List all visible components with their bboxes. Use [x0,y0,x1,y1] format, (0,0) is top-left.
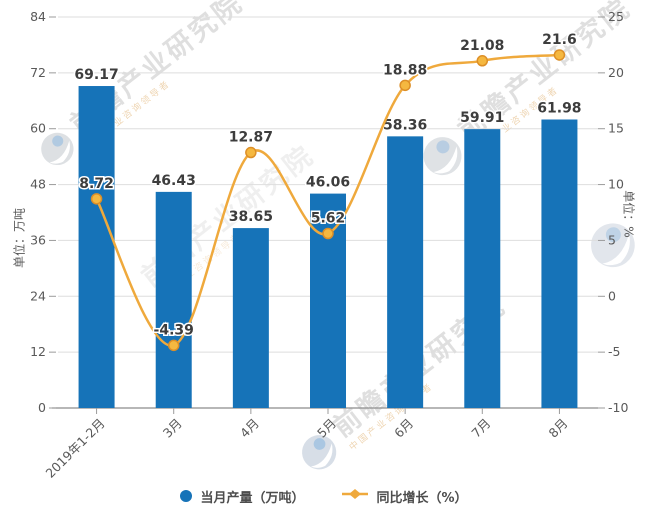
left-axis-title: 单位：万吨 [12,207,27,269]
x-axis-category-label: 6月 [391,416,416,441]
line-value-label: -4.39 [154,322,194,338]
left-axis-tick-label: 60 [30,121,46,136]
line-value-label: 18.88 [383,62,427,78]
x-axis-category-label: 2019年1-2月 [42,416,107,481]
bar-8月[interactable] [541,119,578,408]
bar-6月[interactable] [387,136,424,409]
line-point-3月[interactable] [167,339,180,352]
x-axis-category-label: 5月 [314,416,339,441]
legend: 当月产量（万吨） 同比增长（%） [0,486,648,506]
legend-item-growth[interactable]: 同比增长（%） [342,487,468,506]
left-axis-tick-label: 48 [30,177,46,192]
right-axis-tick-label: -5 [608,344,620,359]
left-axis-tick-label: 84 [30,9,46,24]
right-axis-tick-label: 0 [608,288,616,303]
line-point-2019年1-2月[interactable] [90,193,103,205]
bar-value-label: 59.91 [460,110,504,126]
bar-value-label: 69.17 [74,67,118,83]
bar-value-label: 46.06 [306,175,350,191]
bar-value-label: 58.36 [383,117,427,133]
line-value-label: 21.6 [542,32,577,48]
right-axis-tick-label: -10 [608,400,628,415]
left-axis-tick-label: 36 [30,232,46,247]
left-axis-tick-label: 72 [30,65,46,80]
left-axis-tick-label: 24 [30,288,46,303]
bar-value-label: 38.65 [229,209,273,225]
line-point-8月[interactable] [553,49,566,61]
bar-series-marker-icon [180,490,193,502]
bar-2019年1-2月[interactable] [78,86,115,408]
bar-value-label: 61.98 [537,100,581,116]
bar-4月[interactable] [232,228,269,408]
x-axis-category-label: 7月 [468,416,493,441]
right-axis-tick-label: 15 [608,121,624,136]
left-axis-tick-label: 12 [30,344,46,359]
x-axis-category-label: 3月 [160,416,185,441]
left-axis-tick-label: 0 [38,400,46,415]
bar-3月[interactable] [155,191,192,408]
bar-7月[interactable] [464,129,501,408]
line-point-7月[interactable] [476,55,489,67]
line-value-label: 8.72 [79,176,114,192]
right-axis-title: 单位：% [621,190,636,238]
legend-label-production: 当月产量（万吨） [200,490,305,506]
right-axis-tick-label: 10 [608,177,624,192]
right-axis-tick-label: 25 [608,9,624,24]
x-axis-category-label: 8月 [545,416,570,441]
line-point-5月[interactable] [322,227,334,240]
line-value-label: 21.08 [460,38,504,54]
legend-item-production[interactable]: 当月产量（万吨） [180,487,304,506]
line-series-marker-icon [342,488,369,504]
line-value-label: 5.62 [311,211,346,227]
right-axis-tick-label: 20 [608,65,624,80]
x-axis-category-label: 4月 [237,416,262,441]
right-axis-tick-label: 5 [608,232,616,247]
line-point-4月[interactable] [245,146,257,159]
bar-value-label: 46.43 [152,173,196,189]
legend-label-growth: 同比增长（%） [376,490,468,506]
line-value-label: 12.87 [229,130,273,146]
line-point-6月[interactable] [399,79,411,92]
